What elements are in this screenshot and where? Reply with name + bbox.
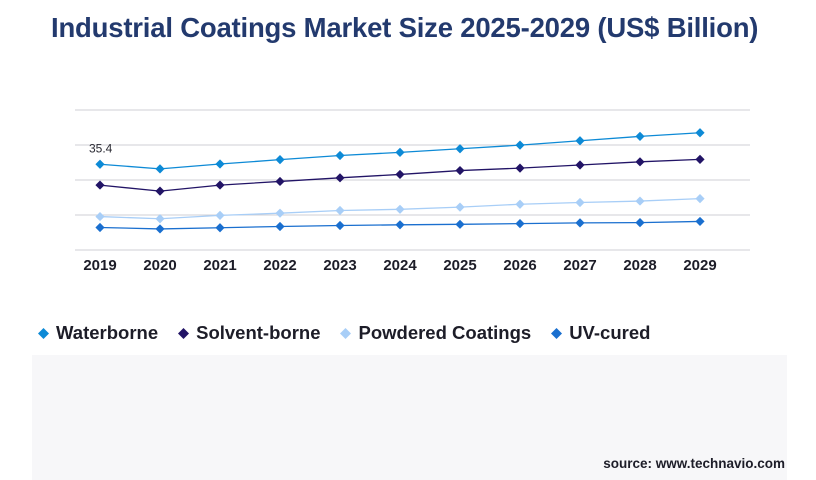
legend-background-band <box>32 355 787 480</box>
series-uv-cured <box>95 216 705 234</box>
legend-item: Powdered Coatings <box>340 322 531 344</box>
data-point <box>335 205 345 216</box>
data-point <box>155 214 165 224</box>
data-label: 35.4 <box>89 141 113 155</box>
data-point <box>455 202 465 212</box>
x-tick-label: 2024 <box>383 257 417 274</box>
data-point <box>395 147 405 157</box>
data-point <box>215 180 225 190</box>
data-point <box>695 128 705 138</box>
x-tick-label: 2020 <box>143 257 176 274</box>
data-point <box>95 211 105 222</box>
data-point <box>335 150 345 161</box>
x-tick-label: 2019 <box>83 257 116 274</box>
data-point <box>275 208 285 218</box>
gridlines <box>75 109 750 251</box>
series-solvent-borne <box>95 154 705 196</box>
legend-item: Solvent-borne <box>178 322 320 344</box>
data-point <box>395 204 405 214</box>
legend-label: Solvent-borne <box>196 322 321 343</box>
data-point <box>575 218 585 228</box>
legend-label: UV-cured <box>569 322 651 343</box>
data-point <box>515 163 525 173</box>
legend-label: Waterborne <box>56 322 159 343</box>
data-point <box>155 224 165 234</box>
series-powdered-coatings <box>95 194 705 224</box>
data-point <box>695 154 705 165</box>
data-point <box>335 173 345 183</box>
data-point <box>275 155 285 165</box>
data-point <box>275 221 285 232</box>
data-point <box>635 157 645 167</box>
data-point <box>215 210 225 220</box>
data-point <box>575 197 585 208</box>
data-point <box>575 136 585 146</box>
x-tick-label: 2022 <box>263 257 296 274</box>
data-point <box>515 140 525 150</box>
data-point <box>455 144 465 154</box>
data-point <box>335 220 345 231</box>
data-point <box>695 194 705 204</box>
data-point <box>155 186 165 196</box>
x-tick-label: 2021 <box>203 257 236 274</box>
data-point <box>635 218 645 228</box>
data-point <box>215 223 225 233</box>
x-tick-label: 2025 <box>443 257 476 274</box>
legend-label: Powdered Coatings <box>358 322 532 343</box>
data-point <box>635 131 645 142</box>
legend-marker-icon <box>178 327 190 339</box>
legend-item: Waterborne <box>38 322 158 344</box>
x-tick-label: 2023 <box>323 257 356 274</box>
data-point <box>515 199 525 209</box>
legend-item: UV-cured <box>551 322 650 344</box>
data-point <box>155 164 165 174</box>
source-credit: source: www.technavio.com <box>603 456 785 471</box>
legend-marker-icon <box>38 327 49 339</box>
data-point <box>95 159 105 169</box>
x-axis-tick-labels: 2019 2020 2021 2022 2023 2024 2025 2026 2027 2028… <box>83 257 716 274</box>
data-point <box>395 169 405 180</box>
data-point <box>455 219 465 229</box>
data-point <box>95 222 105 233</box>
data-point <box>695 216 705 227</box>
data-point <box>95 180 105 190</box>
data-point <box>515 218 525 229</box>
chart-legend: Waterborne Solvent-borne Powdered Coatings… <box>38 322 670 344</box>
x-tick-label: 2026 <box>503 257 536 274</box>
x-tick-label: 2027 <box>563 257 596 274</box>
data-point <box>275 176 285 187</box>
data-point <box>455 165 465 176</box>
legend-marker-icon <box>551 327 563 339</box>
data-point <box>215 159 225 169</box>
data-point <box>575 160 585 170</box>
chart-title: Industrial Coatings Market Size 2025-202… <box>51 12 759 43</box>
x-tick-label: 2028 <box>623 257 656 274</box>
x-tick-label: 2029 <box>683 257 716 274</box>
series-waterborne <box>95 128 705 174</box>
legend-marker-icon <box>340 327 352 339</box>
data-point <box>635 196 645 206</box>
data-point <box>395 220 405 230</box>
